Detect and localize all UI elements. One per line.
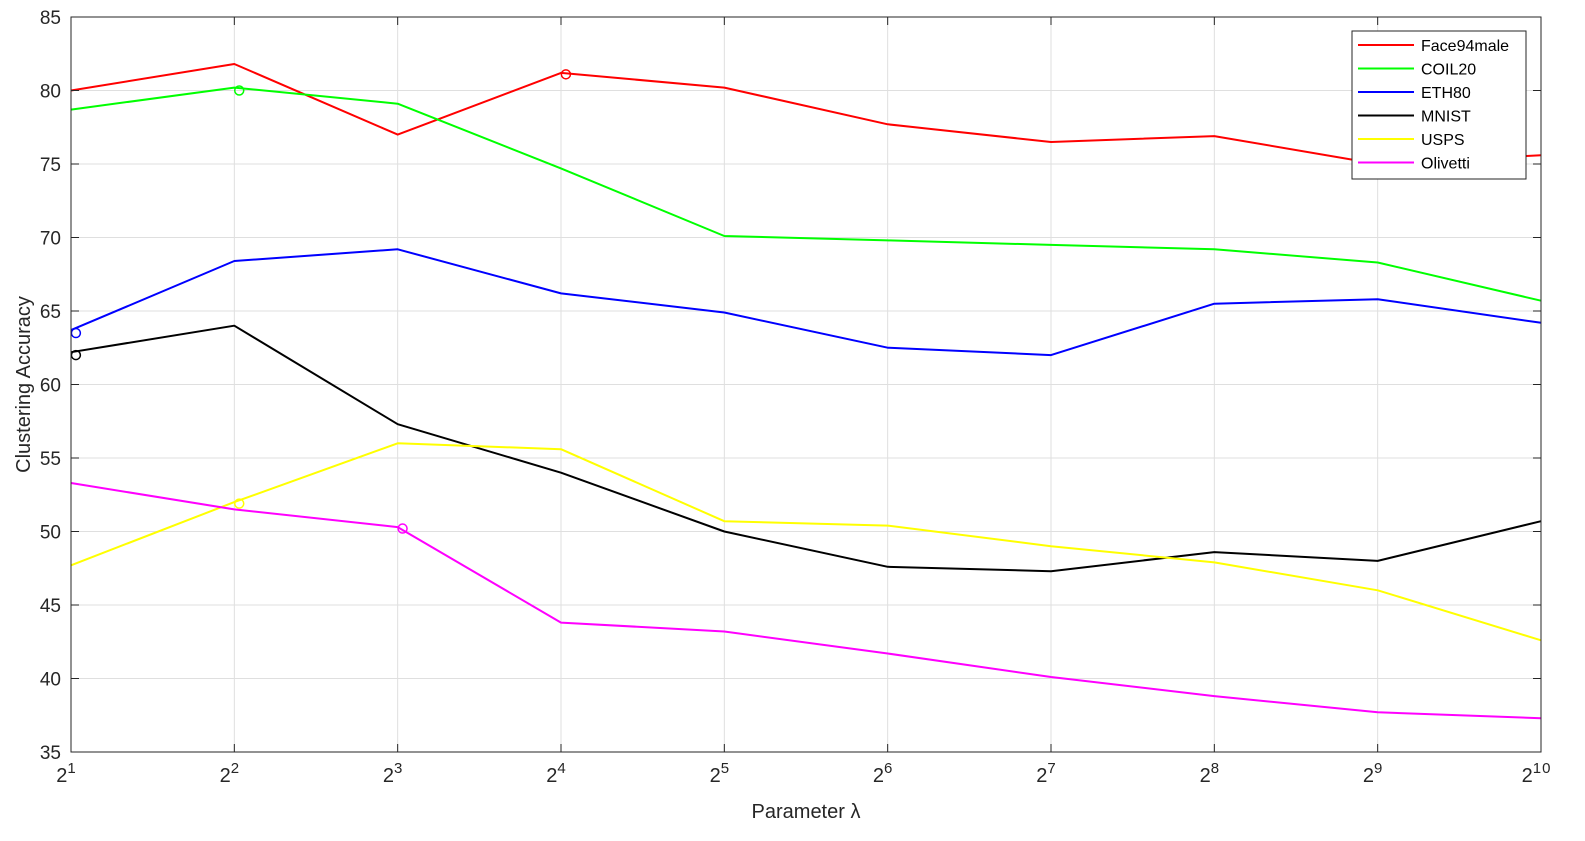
data-point-face94male (723, 87, 725, 89)
series-line-coil20 (70, 86, 1542, 302)
axes-layer: 35 40 45 50 55 60 65 70 75 80 85 21 22 23 24 25 26 27 28 29… (13, 8, 1550, 823)
marker-coil20 (233, 85, 245, 96)
series-line-olivetti (70, 482, 1542, 720)
series-line-face94male (70, 63, 1542, 165)
data-point-eth80 (397, 248, 399, 250)
data-point-face94male (1050, 141, 1052, 143)
x-tick-label: 29 (1363, 760, 1382, 787)
series-layer (70, 63, 1542, 720)
data-point-usps (887, 525, 889, 527)
data-point-eth80 (723, 311, 725, 313)
legend-label-mnist: MNIST (1421, 109, 1471, 126)
data-point-mnist (233, 325, 235, 327)
x-tick-label: 23 (383, 760, 402, 787)
data-point-usps (397, 442, 399, 444)
data-point-mnist (560, 472, 562, 474)
data-point-mnist (1213, 551, 1215, 553)
x-tick-label: 21 (56, 760, 75, 787)
y-axis-label: Clustering Accuracy (13, 296, 35, 473)
x-tick-label: 24 (546, 760, 565, 787)
data-point-mnist (723, 531, 725, 532)
data-point-coil20 (560, 167, 562, 169)
marker-face94male (560, 69, 572, 80)
data-point-eth80 (560, 292, 562, 294)
y-tick-label: 35 (40, 743, 61, 764)
data-point-eth80 (1377, 298, 1379, 300)
y-tick-label: 60 (40, 376, 61, 397)
series-line-usps (70, 442, 1542, 642)
series-line-eth80 (70, 248, 1542, 357)
data-point-eth80 (1050, 354, 1052, 356)
data-point-usps (1050, 545, 1052, 547)
x-tick-label: 26 (873, 760, 892, 787)
legend-label-coil20: COIL20 (1421, 62, 1476, 79)
data-point-coil20 (1377, 261, 1379, 263)
x-tick-label: 210 (1522, 760, 1551, 787)
x-tick-label: 22 (220, 760, 239, 787)
data-point-usps (1377, 589, 1379, 591)
legend: Face94male COIL20 ETH80 MNIST USPS Olivetti (1351, 30, 1527, 180)
data-point-face94male (1213, 135, 1215, 137)
y-tick-label: 40 (40, 670, 61, 691)
data-point-coil20 (887, 239, 889, 241)
data-point-mnist (397, 423, 399, 425)
data-point-face94male (233, 63, 235, 65)
marker-olivetti (397, 523, 408, 534)
data-point-olivetti (1213, 695, 1215, 697)
data-point-coil20 (1050, 244, 1052, 246)
data-point-eth80 (233, 260, 235, 262)
data-point-usps (1213, 561, 1215, 563)
data-point-eth80 (1213, 303, 1215, 305)
data-point-olivetti (723, 630, 725, 632)
data-point-eth80 (887, 347, 889, 349)
series-line-mnist (70, 324, 1542, 573)
data-point-coil20 (233, 87, 235, 89)
legend-label-olivetti: Olivetti (1421, 156, 1470, 173)
data-point-mnist (1050, 570, 1052, 572)
y-tick-label: 55 (40, 449, 61, 470)
y-tick-label: 65 (40, 302, 61, 323)
y-tick-label: 70 (40, 229, 61, 250)
y-tick-label: 75 (40, 155, 61, 176)
y-tick-label: 50 (40, 523, 61, 544)
data-point-face94male (397, 134, 399, 136)
y-tick-label: 45 (40, 596, 61, 617)
x-axis-label: Parameter λ (752, 801, 861, 823)
y-tick-label: 80 (40, 82, 61, 103)
data-point-usps (723, 520, 725, 522)
data-point-coil20 (1213, 248, 1215, 250)
legend-label-face94male: Face94male (1421, 38, 1509, 55)
x-tick-label: 28 (1200, 760, 1219, 787)
data-point-olivetti (1377, 711, 1379, 713)
legend-label-usps: USPS (1421, 132, 1465, 149)
data-point-olivetti (233, 508, 235, 510)
data-point-face94male (887, 123, 889, 125)
data-point-olivetti (560, 622, 562, 624)
y-tick-label: 85 (40, 8, 61, 29)
legend-label-eth80: ETH80 (1421, 85, 1471, 102)
data-point-coil20 (397, 103, 399, 105)
data-point-mnist (1377, 560, 1379, 562)
x-tick-label: 27 (1036, 760, 1055, 787)
data-point-olivetti (887, 653, 889, 655)
data-point-coil20 (723, 235, 725, 237)
data-point-olivetti (1050, 676, 1052, 678)
data-point-mnist (887, 566, 889, 568)
data-point-usps (560, 448, 562, 450)
marker-usps (233, 498, 245, 509)
legend-box (1351, 30, 1527, 180)
x-tick-label: 25 (710, 760, 729, 787)
